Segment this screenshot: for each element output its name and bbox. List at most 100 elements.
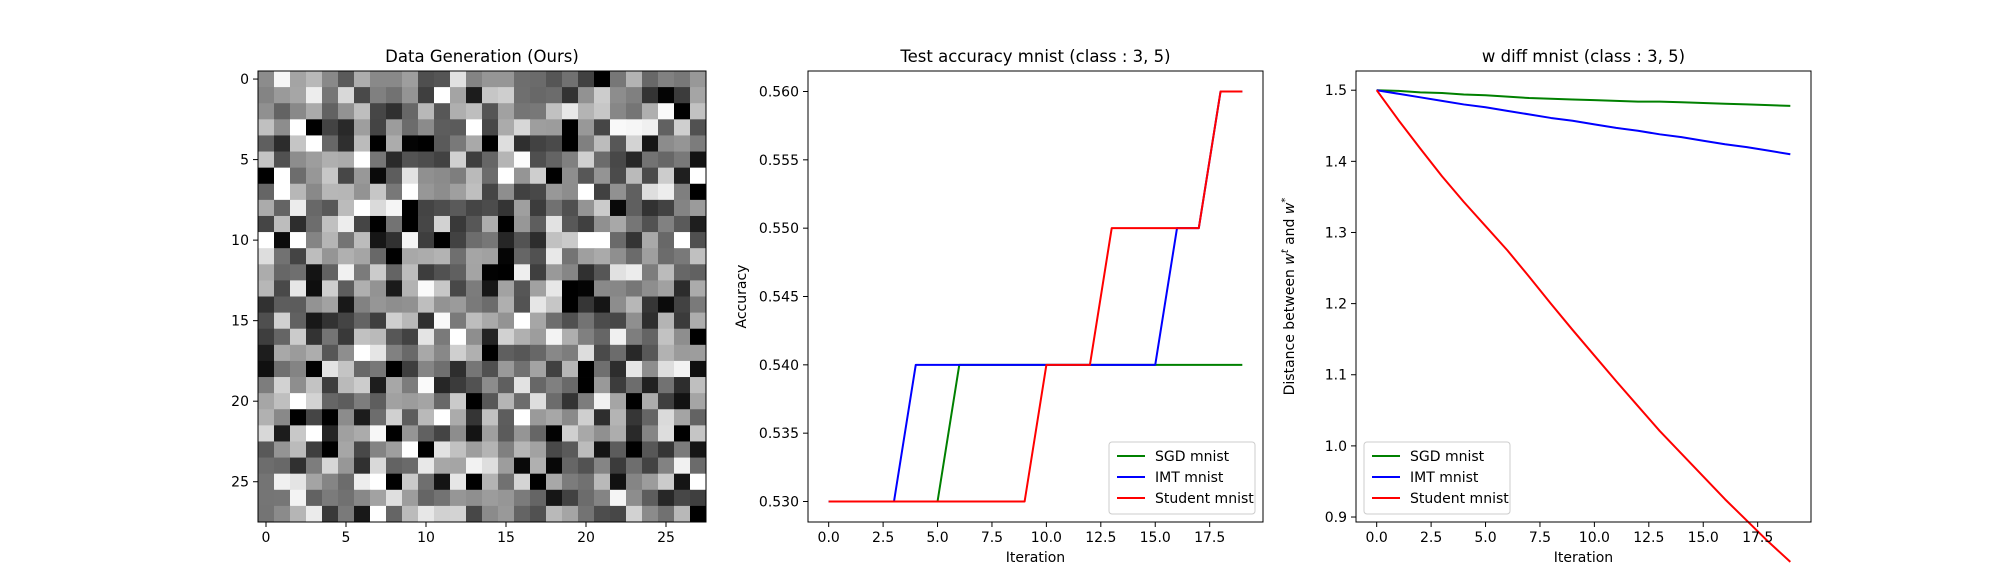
heatmap-cell bbox=[642, 183, 659, 201]
heatmap-cell bbox=[338, 393, 355, 410]
legend-label: IMT mnist bbox=[1155, 470, 1224, 486]
heatmap-cell bbox=[370, 344, 387, 362]
heatmap-cell bbox=[258, 312, 275, 330]
heatmap-cell bbox=[434, 489, 451, 507]
heatmap-cell bbox=[402, 489, 419, 507]
heatmap-cell bbox=[322, 328, 339, 346]
heatmap-cell bbox=[354, 360, 371, 378]
heatmap-cell bbox=[306, 135, 323, 152]
heatmap-cell bbox=[306, 344, 323, 362]
heatmap-cell bbox=[482, 409, 499, 426]
heatmap-cell bbox=[610, 505, 627, 523]
heatmap-cell bbox=[306, 215, 323, 233]
x-tick-label: 10.0 bbox=[1579, 530, 1610, 546]
heatmap-cell bbox=[402, 328, 419, 346]
heatmap-cell bbox=[658, 119, 675, 136]
heatmap-cell bbox=[306, 167, 323, 185]
heatmap-cell bbox=[690, 183, 707, 201]
heatmap-cell bbox=[498, 280, 515, 297]
heatmap-cell bbox=[258, 71, 275, 88]
heatmap-cell bbox=[418, 119, 435, 136]
heatmap-cell bbox=[290, 119, 307, 136]
heatmap-cell bbox=[386, 393, 403, 410]
heatmap-cell bbox=[338, 215, 355, 233]
heatmap-cell bbox=[450, 215, 467, 233]
heatmap-cell bbox=[610, 183, 627, 201]
heatmap-cell bbox=[562, 232, 579, 249]
heatmap-cell bbox=[690, 87, 707, 104]
heatmap-cell bbox=[466, 489, 483, 507]
heatmap-cell bbox=[530, 264, 547, 281]
heatmap-cell bbox=[290, 457, 307, 475]
heatmap-cell bbox=[674, 119, 691, 136]
heatmap-cell bbox=[258, 264, 275, 281]
heatmap-cell bbox=[642, 344, 659, 362]
heatmap-cell bbox=[418, 312, 435, 330]
heatmap-cell bbox=[530, 232, 547, 249]
heatmap-cell bbox=[610, 280, 627, 297]
heatmap-cell bbox=[562, 151, 579, 169]
legend: SGD mnist IMT mnist Student mnist bbox=[1363, 441, 1511, 515]
x-tick-label: 5.0 bbox=[926, 530, 948, 546]
heatmap-cell bbox=[306, 457, 323, 475]
heatmap-cell bbox=[578, 135, 595, 152]
heatmap-cell bbox=[658, 489, 675, 507]
heatmap-cell bbox=[610, 232, 627, 249]
heatmap-cell bbox=[514, 296, 531, 314]
heatmap-cell bbox=[626, 505, 643, 523]
heatmap-cell bbox=[338, 199, 355, 217]
heatmap-cell bbox=[434, 87, 451, 104]
heatmap-cell bbox=[658, 151, 675, 169]
legend-label: SGD mnist bbox=[1155, 449, 1230, 465]
heatmap-cell bbox=[514, 312, 531, 330]
heatmap-cell bbox=[546, 393, 563, 410]
heatmap-cells bbox=[258, 71, 707, 523]
heatmap-cell bbox=[274, 119, 291, 136]
heatmap-cell bbox=[274, 87, 291, 104]
heatmap-cell bbox=[466, 151, 483, 169]
heatmap-cell bbox=[466, 71, 483, 88]
heatmap-cell bbox=[498, 151, 515, 169]
heatmap-cell bbox=[322, 409, 339, 426]
heatmap-cell bbox=[610, 87, 627, 104]
heatmap-cell bbox=[674, 328, 691, 346]
heatmap-cell bbox=[290, 312, 307, 330]
heatmap-cell bbox=[258, 248, 275, 265]
heatmap-cell bbox=[690, 393, 707, 410]
heatmap-cell bbox=[690, 119, 707, 136]
heatmap-cell bbox=[514, 328, 531, 346]
heatmap-cell bbox=[674, 103, 691, 120]
heatmap-cell bbox=[594, 505, 611, 523]
heatmap-cell bbox=[514, 151, 531, 169]
heatmap-cell bbox=[674, 441, 691, 458]
heatmap-cell bbox=[322, 87, 339, 104]
heatmap-cell bbox=[354, 377, 371, 394]
heatmap-cell bbox=[530, 103, 547, 120]
heatmap-cell bbox=[274, 232, 291, 249]
heatmap-cell bbox=[434, 232, 451, 249]
heatmap-cell bbox=[546, 151, 563, 169]
heatmap-cell bbox=[690, 232, 707, 249]
heatmap-cell bbox=[626, 151, 643, 169]
heatmap-cell bbox=[450, 264, 467, 281]
heatmap-cell bbox=[482, 360, 499, 378]
heatmap-cell bbox=[594, 393, 611, 410]
heatmap-cell bbox=[322, 473, 339, 491]
heatmap-cell bbox=[434, 248, 451, 265]
heatmap-cell bbox=[642, 167, 659, 185]
heatmap-cell bbox=[322, 135, 339, 152]
heatmap-cell bbox=[578, 119, 595, 136]
heatmap-cell bbox=[658, 312, 675, 330]
heatmap-cell bbox=[450, 71, 467, 88]
heatmap-cell bbox=[482, 393, 499, 410]
heatmap-cell bbox=[498, 183, 515, 201]
heatmap-cell bbox=[370, 199, 387, 217]
heatmap-cell bbox=[482, 87, 499, 104]
heatmap-cell bbox=[466, 409, 483, 426]
heatmap-cell bbox=[386, 183, 403, 201]
heatmap-cell bbox=[306, 360, 323, 378]
heatmap-cell bbox=[594, 264, 611, 281]
heatmap-cell bbox=[402, 87, 419, 104]
heatmap-cell bbox=[626, 441, 643, 458]
heatmap-cell bbox=[658, 393, 675, 410]
